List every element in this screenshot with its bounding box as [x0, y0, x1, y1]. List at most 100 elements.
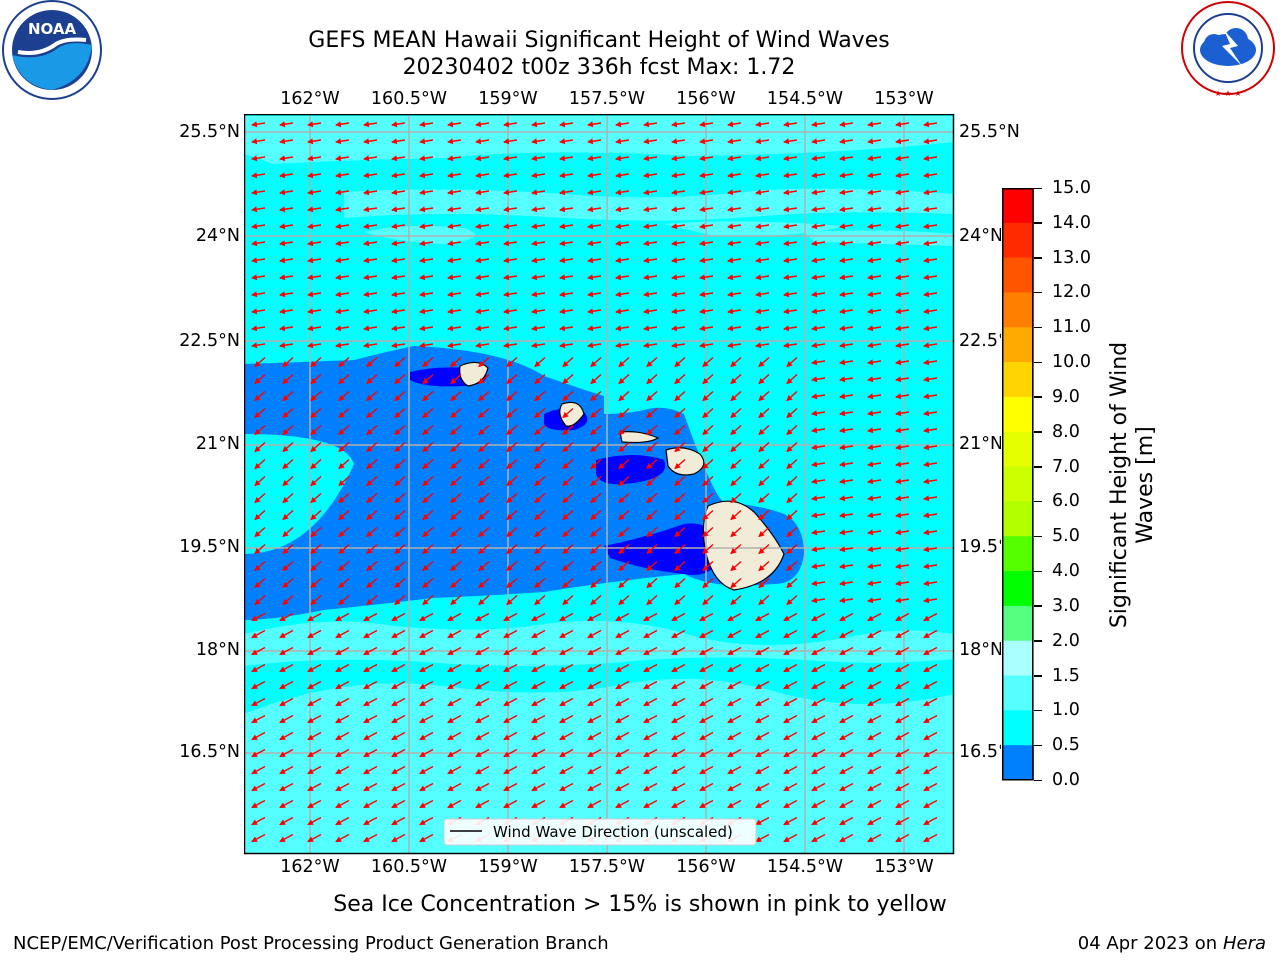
wind-arrow	[755, 291, 770, 298]
wind-arrow	[587, 612, 602, 622]
wind-arrow	[811, 495, 826, 502]
wind-arrow	[699, 782, 714, 792]
wind-arrow	[923, 597, 938, 604]
wind-arrow	[783, 240, 798, 247]
wind-arrow	[867, 325, 882, 332]
wind-arrow	[671, 172, 686, 179]
wind-arrow	[923, 206, 938, 213]
wind-arrow	[307, 799, 322, 809]
wind-arrow	[923, 765, 938, 775]
colorbar-cell	[1002, 501, 1034, 537]
colorbar-cell	[1002, 431, 1034, 468]
wind-arrow	[783, 748, 798, 758]
lat-tick-left: 19.5°N	[179, 537, 240, 557]
wind-arrow	[478, 441, 490, 453]
wind-arrow	[674, 560, 686, 572]
wind-arrow	[730, 356, 742, 368]
wind-arrow	[839, 376, 854, 383]
wind-arrow	[895, 206, 910, 213]
wind-arrow	[699, 240, 714, 247]
wind-arrow	[839, 546, 854, 553]
wind-arrow	[335, 816, 350, 826]
wind-arrow	[475, 748, 490, 758]
wind-arrow	[867, 444, 882, 451]
wind-arrow	[251, 714, 266, 724]
wind-arrow	[506, 509, 518, 521]
wind-arrow	[447, 291, 462, 298]
wind-arrow	[839, 765, 854, 775]
wind-arrow	[699, 138, 714, 145]
wind-arrow	[531, 155, 546, 162]
wind-arrow	[811, 629, 826, 639]
wind-arrow	[727, 680, 742, 690]
wind-arrow	[363, 223, 378, 230]
footer-date-text: 04 Apr 2023 on	[1077, 933, 1223, 954]
wind-arrow	[478, 407, 490, 419]
wind-arrow	[727, 663, 742, 673]
wind-arrow	[839, 512, 854, 519]
wind-arrow	[923, 731, 938, 741]
wind-arrow	[758, 424, 770, 436]
wind-arrow	[531, 308, 546, 315]
wind-arrow	[895, 121, 910, 128]
wind-arrow	[391, 646, 406, 656]
chart-title: GEFS MEAN Hawaii Significant Height of W…	[308, 28, 890, 53]
wind-arrow	[503, 257, 518, 264]
wind-arrow	[615, 206, 630, 213]
wind-arrow	[310, 543, 322, 555]
wind-arrow	[727, 629, 742, 639]
wind-arrow	[503, 291, 518, 298]
wind-arrow	[506, 407, 518, 419]
wind-arrow	[923, 189, 938, 196]
wind-arrow	[867, 731, 882, 741]
wind-arrow	[702, 594, 714, 606]
wind-arrow	[363, 172, 378, 179]
wind-arrow	[363, 748, 378, 758]
wind-arrow	[587, 138, 602, 145]
wind-arrow	[618, 356, 630, 368]
wind-arrow	[363, 138, 378, 145]
wind-arrow	[251, 833, 266, 843]
wind-arrow	[282, 594, 294, 606]
wind-arrow	[755, 680, 770, 690]
wind-arrow	[783, 121, 798, 128]
lat-tick-right: 18°N	[959, 640, 1001, 660]
wind-arrow	[671, 663, 686, 673]
wind-arrow	[867, 782, 882, 792]
wind-arrow	[447, 325, 462, 332]
wind-arrow	[811, 833, 826, 843]
chart-subtitle: 20230402 t00z 336h fcst Max: 1.72	[402, 55, 796, 80]
wind-arrow	[867, 461, 882, 468]
wind-arrow	[562, 390, 574, 402]
map-legend: Wind Wave Direction (unscaled)	[443, 818, 757, 846]
wind-arrow	[447, 799, 462, 809]
wind-arrow	[335, 325, 350, 332]
wind-arrow	[450, 560, 462, 572]
wind-arrow	[478, 509, 490, 521]
lat-tick-left: 16.5°N	[179, 742, 240, 762]
wind-arrow	[450, 373, 462, 385]
wind-arrow	[730, 458, 742, 470]
wind-arrow	[419, 731, 434, 741]
wind-arrow	[475, 612, 490, 622]
wind-arrow	[450, 424, 462, 436]
wind-arrow	[895, 597, 910, 604]
wind-arrow	[758, 475, 770, 487]
wind-arrow	[643, 782, 658, 792]
wind-arrow	[363, 833, 378, 843]
wind-arrow	[643, 240, 658, 247]
wind-arrow	[419, 121, 434, 128]
wind-arrow	[923, 646, 938, 656]
wind-arrow	[391, 782, 406, 792]
wind-arrow	[643, 257, 658, 264]
wind-arrow	[867, 529, 882, 536]
wind-arrow	[587, 765, 602, 775]
wind-arrow	[391, 833, 406, 843]
wind-arrow	[783, 782, 798, 792]
wind-arrow	[419, 172, 434, 179]
wind-arrow	[615, 172, 630, 179]
wind-arrow	[811, 291, 826, 298]
wind-arrow	[867, 663, 882, 673]
colorbar-tick-label: 13.0	[1052, 247, 1091, 268]
colorbar-tick-label: 1.0	[1052, 700, 1080, 721]
